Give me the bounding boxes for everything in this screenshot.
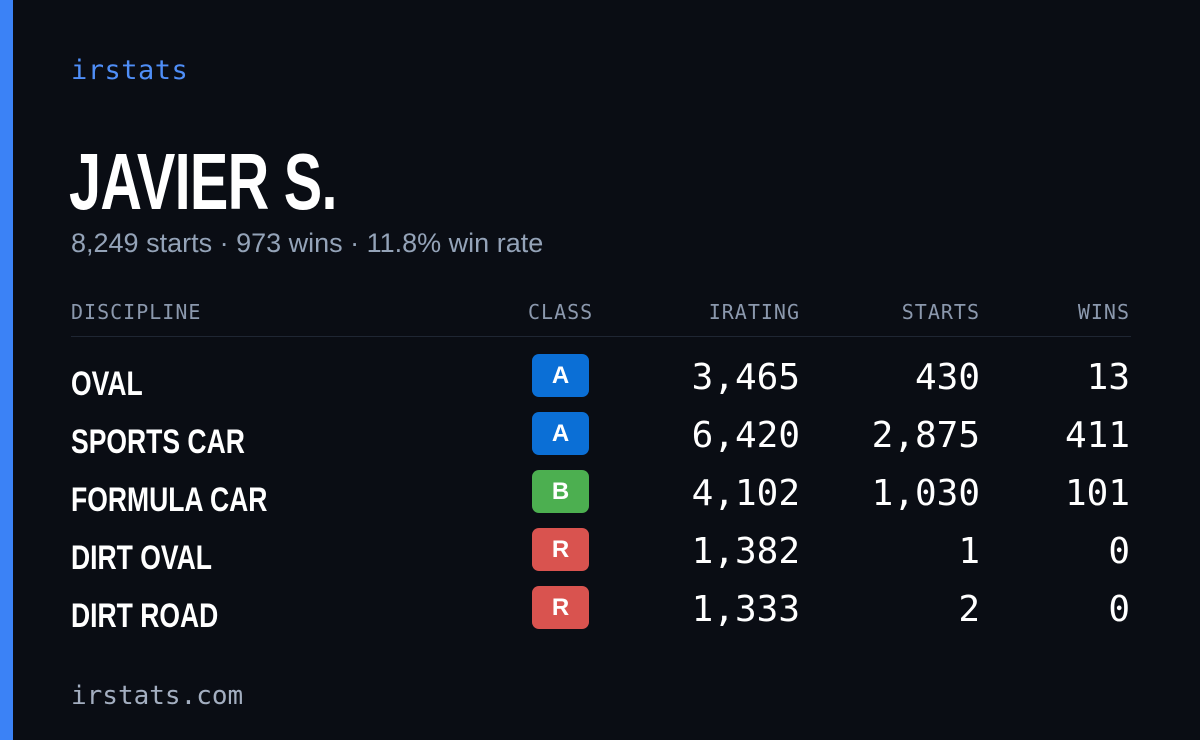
discipline-name: DIRT ROAD	[71, 597, 219, 635]
class-badge: B	[532, 470, 589, 513]
irating-value: 3,465	[691, 357, 800, 398]
brand-logo: irstats	[71, 55, 189, 86]
discipline-table: OVAL A 3,465 430 13 SPORTS CAR A 6,420 2…	[71, 354, 1131, 644]
wins-value: 0	[1108, 589, 1130, 630]
header-starts: STARTS	[901, 300, 980, 324]
irating-value: 4,102	[691, 473, 800, 514]
footer-url: irstats.com	[71, 681, 244, 711]
header-discipline: DISCIPLINE	[71, 300, 202, 324]
driver-summary: 8,249 starts · 973 wins · 11.8% win rate	[71, 228, 544, 258]
header-divider	[71, 336, 1131, 337]
class-badge: A	[532, 354, 589, 397]
table-row: DIRT ROAD R 1,333 2 0	[71, 586, 1131, 644]
table-row: DIRT OVAL R 1,382 1 0	[71, 528, 1131, 586]
discipline-name: SPORTS CAR	[71, 423, 245, 461]
class-badge: R	[532, 586, 589, 629]
table-row: OVAL A 3,465 430 13	[71, 354, 1131, 412]
class-badge: R	[532, 528, 589, 571]
starts-value: 1,030	[871, 473, 980, 514]
header-class: CLASS	[528, 300, 594, 324]
header-wins: WINS	[1077, 300, 1130, 324]
starts-value: 2	[958, 589, 980, 630]
header-irating: IRATING	[708, 300, 800, 324]
starts-value: 430	[914, 357, 980, 398]
table-header: DISCIPLINE CLASS IRATING STARTS WINS	[71, 300, 1131, 326]
irating-value: 1,333	[691, 589, 800, 630]
wins-value: 101	[1064, 473, 1130, 514]
wins-value: 0	[1108, 531, 1130, 572]
wins-value: 13	[1086, 357, 1130, 398]
irating-value: 6,420	[691, 415, 800, 456]
irating-value: 1,382	[691, 531, 800, 572]
discipline-name: OVAL	[71, 365, 143, 403]
table-row: FORMULA CAR B 4,102 1,030 101	[71, 470, 1131, 528]
starts-value: 1	[958, 531, 980, 572]
driver-name: JAVIER S.	[69, 137, 337, 226]
discipline-name: FORMULA CAR	[71, 481, 268, 519]
discipline-name: DIRT OVAL	[71, 539, 212, 577]
starts-value: 2,875	[871, 415, 980, 456]
table-row: SPORTS CAR A 6,420 2,875 411	[71, 412, 1131, 470]
accent-bar	[0, 0, 13, 740]
wins-value: 411	[1064, 415, 1130, 456]
class-badge: A	[532, 412, 589, 455]
